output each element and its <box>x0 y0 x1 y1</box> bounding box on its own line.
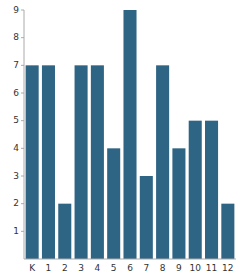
x-axis-line <box>24 259 236 260</box>
bar <box>189 121 202 259</box>
x-tick-label: 9 <box>176 263 182 273</box>
x-tick-label: 4 <box>95 263 101 273</box>
bar <box>140 176 153 259</box>
y-tick <box>21 37 24 38</box>
bar <box>26 65 39 259</box>
y-tick <box>21 93 24 94</box>
chart-svg: 123456789K123456789101112 <box>0 0 240 277</box>
bar <box>107 148 120 259</box>
y-tick-label: 6 <box>13 88 19 98</box>
bar <box>42 65 55 259</box>
bar <box>156 65 169 259</box>
x-tick-label: 1 <box>46 263 52 273</box>
bar <box>91 65 104 259</box>
chart-container: 123456789K123456789101112 <box>0 0 240 277</box>
bar <box>123 10 136 259</box>
bar <box>75 65 88 259</box>
x-tick-label: K <box>29 263 36 273</box>
y-axis-line <box>24 10 25 259</box>
y-tick-label: 2 <box>13 198 19 208</box>
x-tick-label: 3 <box>78 263 84 273</box>
x-tick-label: 5 <box>111 263 117 273</box>
bar <box>205 121 218 259</box>
x-tick-label: 6 <box>127 263 133 273</box>
y-tick <box>21 10 24 11</box>
y-tick-label: 8 <box>13 32 19 42</box>
bars <box>26 10 235 259</box>
x-tick-label: 10 <box>190 263 202 273</box>
y-tick <box>21 176 24 177</box>
y-tick <box>21 231 24 232</box>
y-tick <box>21 120 24 121</box>
y-tick <box>21 65 24 66</box>
x-tick-label: 12 <box>222 263 233 273</box>
y-tick-label: 7 <box>13 60 19 70</box>
y-tick-label: 1 <box>13 226 19 236</box>
y-tick-label: 4 <box>13 143 19 153</box>
x-tick-label: 11 <box>206 263 217 273</box>
x-tick-label: 8 <box>160 263 166 273</box>
bar <box>58 204 71 259</box>
x-tick-label: 7 <box>143 263 149 273</box>
y-tick <box>21 203 24 204</box>
y-tick-label: 9 <box>13 5 19 15</box>
bar <box>221 204 234 259</box>
y-tick-label: 3 <box>13 171 19 181</box>
y-tick-label: 5 <box>13 115 19 125</box>
bar <box>172 148 185 259</box>
x-tick-label: 2 <box>62 263 68 273</box>
y-tick <box>21 148 24 149</box>
